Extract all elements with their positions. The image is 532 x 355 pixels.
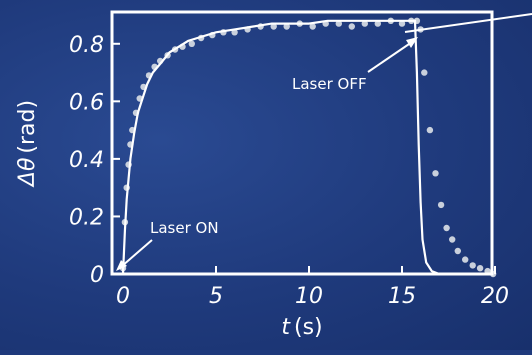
data-point bbox=[454, 247, 461, 255]
y-tick-label: 0.4 bbox=[69, 148, 104, 173]
arrowhead-laser-on bbox=[116, 260, 127, 271]
y-tick-label: 0.6 bbox=[69, 90, 104, 115]
y-tick-label: 0.8 bbox=[69, 33, 104, 58]
fit-curve bbox=[121, 19, 440, 276]
plot-frame bbox=[110, 10, 494, 276]
data-point bbox=[469, 262, 476, 269]
x-tick-label: 0 bbox=[116, 284, 130, 309]
data-point bbox=[335, 20, 342, 27]
data-point bbox=[309, 23, 316, 30]
axis-ticks: 0 5 10 15 20 0 0.2 0.4 0.6 0.8 bbox=[69, 33, 509, 309]
data-point bbox=[374, 20, 381, 27]
x-tick-label: 15 bbox=[388, 284, 416, 309]
y-axis-title: Δθ(rad) bbox=[15, 100, 40, 188]
annotation-laser-off: Laser OFF bbox=[292, 75, 367, 93]
x-tick-label: 5 bbox=[209, 284, 223, 309]
data-point bbox=[361, 20, 368, 27]
data-point bbox=[398, 20, 406, 27]
data-point bbox=[188, 40, 195, 47]
data-point bbox=[421, 69, 428, 76]
data-point bbox=[449, 236, 456, 243]
data-points bbox=[119, 17, 497, 278]
y-tick-label: 0 bbox=[90, 263, 104, 288]
data-point bbox=[348, 23, 355, 30]
annotation-arrow-laser-on bbox=[121, 239, 153, 267]
data-point bbox=[426, 126, 434, 134]
annotation-arrow-laser-off bbox=[367, 41, 413, 73]
x-tick-label: 20 bbox=[481, 284, 509, 309]
data-point bbox=[476, 265, 484, 272]
data-point bbox=[270, 23, 277, 30]
frame-extension-line bbox=[404, 13, 532, 33]
data-point bbox=[283, 23, 290, 30]
data-point bbox=[437, 201, 445, 209]
data-point bbox=[462, 256, 469, 263]
arrowhead-laser-off bbox=[406, 37, 418, 48]
x-tick-label: 10 bbox=[295, 284, 323, 309]
y-tick-label: 0.2 bbox=[69, 205, 104, 230]
x-axis-title: t (s) bbox=[281, 315, 322, 340]
data-point bbox=[432, 170, 439, 177]
data-point bbox=[443, 224, 450, 232]
annotation-laser-on: Laser ON bbox=[150, 219, 219, 237]
